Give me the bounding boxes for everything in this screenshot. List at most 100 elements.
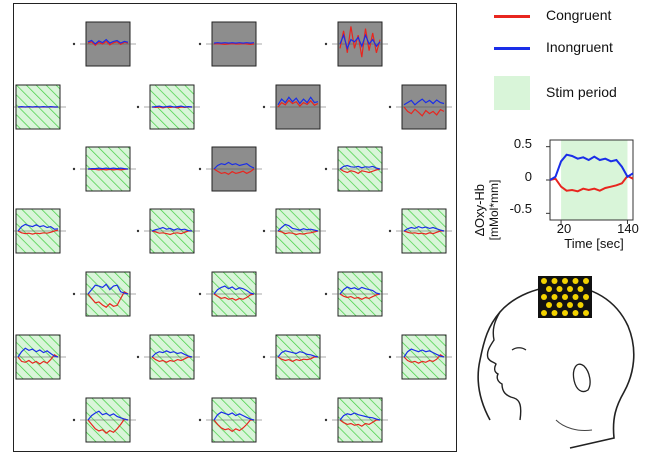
probe-dot <box>578 302 584 308</box>
channel-0-1 <box>199 22 262 66</box>
channel-marker <box>137 230 139 232</box>
channel-marker <box>325 43 327 45</box>
probe-dot <box>541 310 547 316</box>
channel-marker <box>389 106 391 108</box>
channel-2-1 <box>199 147 262 191</box>
channel-marker <box>325 419 327 421</box>
congruent-trace <box>214 44 254 45</box>
channel-marker <box>73 419 75 421</box>
channel-marker <box>325 293 327 295</box>
channel-5-1 <box>137 335 200 379</box>
legend-item-stim: Stim period <box>488 76 648 112</box>
probe-dot <box>578 286 584 292</box>
channel-0-0 <box>73 22 136 66</box>
probe-dot <box>573 294 579 300</box>
channel-marker <box>199 419 201 421</box>
probe-dot <box>573 310 579 316</box>
head-illustration <box>460 270 645 450</box>
channel-3-1 <box>137 209 200 253</box>
channel-3-0 <box>14 209 66 253</box>
xlabel: Time [sec] <box>564 236 623 251</box>
ear <box>573 364 590 391</box>
legend: Congruent Inongruent Stim period <box>488 6 648 116</box>
probe-dot <box>562 278 568 284</box>
channel-marker <box>263 356 265 358</box>
legend-label-congruent: Congruent <box>546 7 611 23</box>
xtick-label-right: 140 <box>617 221 639 236</box>
channel-grid-svg <box>14 4 456 451</box>
channel-6-1 <box>199 398 262 442</box>
channel-1-2 <box>263 85 326 129</box>
channel-marker <box>325 168 327 170</box>
channel-marker <box>199 293 201 295</box>
channel-marker <box>199 168 201 170</box>
channel-3-3 <box>389 209 452 253</box>
channel-marker <box>137 356 139 358</box>
probe-dot <box>562 310 568 316</box>
congruent-swatch <box>494 15 530 18</box>
probe-dot <box>573 278 579 284</box>
channel-1-3 <box>389 85 452 129</box>
ytick-label-bottom: -0.5 <box>510 201 532 216</box>
ytick-label-mid: 0 <box>525 169 532 184</box>
example-plot: ∆Oxy-Hb [mMol*mm] 0.5 0 -0.5 20 140 Time… <box>470 130 645 270</box>
probe-dot <box>562 294 568 300</box>
channel-3-2 <box>263 209 326 253</box>
probe-dot <box>557 302 563 308</box>
legend-item-congruent: Congruent <box>488 6 648 26</box>
channel-marker <box>199 43 201 45</box>
channel-1-0 <box>14 85 66 129</box>
probe-dot <box>583 278 589 284</box>
channel-2-0 <box>73 147 136 191</box>
probe-dot <box>552 294 558 300</box>
ylabel-line2: [mMol*mm] <box>487 180 501 241</box>
channel-marker <box>73 168 75 170</box>
probe-dot <box>552 278 558 284</box>
channel-5-3 <box>389 335 452 379</box>
channel-marker <box>73 293 75 295</box>
probe-dot <box>567 302 573 308</box>
legend-item-incongruent: Inongruent <box>488 38 648 58</box>
probe-dot <box>541 278 547 284</box>
eye <box>512 348 526 350</box>
probe-dot <box>557 286 563 292</box>
channel-marker <box>389 230 391 232</box>
channel-6-0 <box>73 398 136 442</box>
channel-4-1 <box>199 272 262 316</box>
ytick-label-top: 0.5 <box>514 136 532 151</box>
legend-label-incongruent: Inongruent <box>546 39 613 55</box>
channel-marker <box>263 106 265 108</box>
example-plot-area <box>546 140 633 224</box>
head-figure <box>460 270 645 450</box>
channel-0-2 <box>325 22 388 66</box>
probe-dot <box>541 294 547 300</box>
stim-swatch <box>494 76 530 110</box>
channel-marker <box>263 230 265 232</box>
stim-region <box>561 140 627 220</box>
face-profile <box>487 312 520 420</box>
channel-1-1 <box>137 85 200 129</box>
probe-dot <box>583 294 589 300</box>
channel-marker <box>137 106 139 108</box>
ylabel-line1: ∆Oxy-Hb <box>472 184 487 236</box>
incongruent-swatch <box>494 47 530 50</box>
probe-dot <box>552 310 558 316</box>
probe-dot <box>567 286 573 292</box>
probe-dot <box>583 310 589 316</box>
channel-grid-panel <box>13 3 457 452</box>
channel-marker <box>73 43 75 45</box>
example-plot-svg: ∆Oxy-Hb [mMol*mm] 0.5 0 -0.5 20 140 Time… <box>470 130 645 270</box>
channel-4-2 <box>325 272 388 316</box>
channel-6-2 <box>325 398 388 442</box>
xtick-label-left: 20 <box>557 221 571 236</box>
legend-label-stim: Stim period <box>546 84 617 100</box>
channel-marker <box>389 356 391 358</box>
channel-4-0 <box>73 272 136 316</box>
incongruent-trace <box>88 168 128 169</box>
channel-2-2 <box>325 147 388 191</box>
channel-5-0 <box>14 335 66 379</box>
probe-dot <box>546 286 552 292</box>
probe-dot <box>546 302 552 308</box>
neck-shade <box>556 420 592 431</box>
channel-5-2 <box>263 335 326 379</box>
